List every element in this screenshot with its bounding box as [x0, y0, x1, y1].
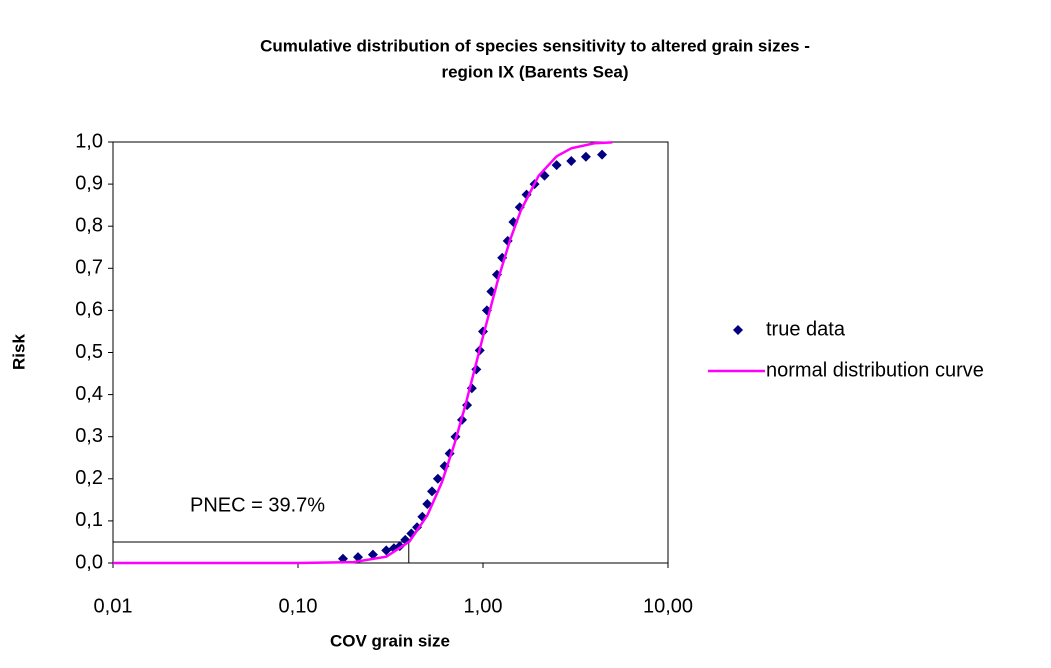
x-tick-label: 10,00 — [643, 595, 693, 617]
point — [381, 545, 392, 556]
y-tick-label: 1,0 — [75, 130, 103, 152]
y-tick-label: 0,4 — [75, 383, 103, 405]
x-tick-label: 0,10 — [279, 595, 318, 617]
y-tick-label: 0,9 — [75, 172, 103, 194]
legend-label: normal distribution curve — [766, 359, 984, 381]
point — [432, 473, 443, 484]
legend-marker — [733, 325, 743, 335]
point — [597, 149, 608, 160]
y-axis-label: Risk — [9, 334, 28, 370]
chart-title: region IX (Barents Sea) — [441, 62, 628, 81]
point — [551, 160, 562, 171]
y-tick-label: 0,7 — [75, 257, 103, 279]
point — [352, 552, 363, 563]
point — [422, 499, 433, 510]
x-tick-label: 1,00 — [464, 595, 503, 617]
y-tick-label: 0,8 — [75, 214, 103, 236]
annotation: PNEC = 39.7% — [190, 494, 325, 516]
y-tick-label: 0,5 — [75, 341, 103, 363]
point — [580, 151, 591, 162]
y-tick-label: 0,2 — [75, 467, 103, 489]
point — [566, 155, 577, 166]
x-tick-label: 0,01 — [94, 595, 133, 617]
point — [426, 486, 437, 497]
point — [367, 549, 378, 560]
y-tick-label: 0,0 — [75, 551, 103, 573]
y-tick-label: 0,3 — [75, 425, 103, 447]
chart-title: Cumulative distribution of species sensi… — [260, 36, 810, 55]
legend-label: true data — [766, 318, 846, 340]
x-axis-label: COV grain size — [330, 631, 450, 650]
y-tick-label: 0,1 — [75, 509, 103, 531]
y-tick-label: 0,6 — [75, 299, 103, 321]
curve — [113, 141, 613, 565]
